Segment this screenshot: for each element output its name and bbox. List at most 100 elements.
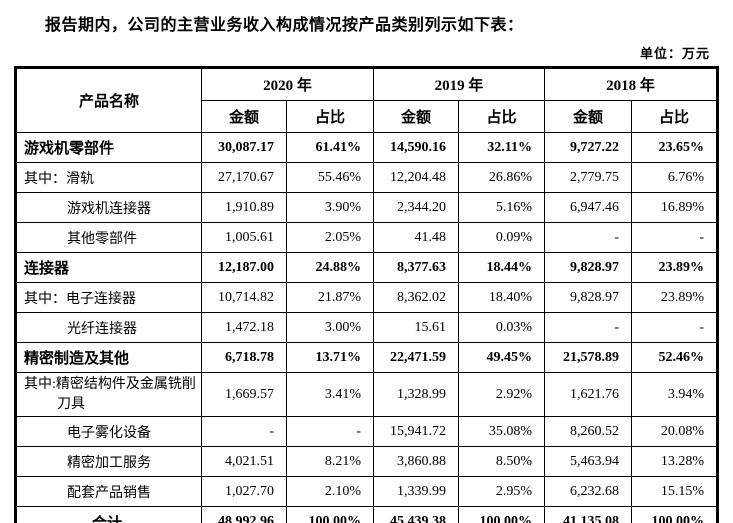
table-row-electronic-connectors: 其中：电子连接器 10,714.82 21.87% 8,362.02 18.40…: [15, 282, 719, 313]
col-header-amount-2018: 金额: [544, 100, 633, 133]
col-header-ratio-2020: 占比: [285, 100, 375, 133]
table-cell: 8,260.52: [544, 416, 633, 447]
table-cell: 5,463.94: [544, 446, 633, 477]
table-row-total: 合计 48,992.96 100.00% 45,439.38 100.00% 4…: [15, 506, 719, 523]
col-header-year-2019: 2019 年: [373, 67, 546, 101]
table-cell: 55.46%: [285, 162, 375, 193]
table-row-precision-machining-services: 精密加工服务 4,021.51 8.21% 3,860.88 8.50% 5,4…: [15, 446, 719, 477]
table-cell: 4,021.51: [201, 446, 287, 477]
row-label: 光纤连接器: [15, 312, 202, 343]
table-cell: 23.89%: [631, 252, 719, 283]
table-cell: 5.16%: [458, 192, 546, 223]
row-label: 配套产品销售: [15, 476, 202, 507]
table-cell: 41,135.08: [544, 506, 633, 523]
col-header-amount-2020: 金额: [201, 100, 287, 133]
table-row-electronic-atomization-equipment: 电子雾化设备 - - 15,941.72 35.08% 8,260.52 20.…: [15, 416, 719, 447]
table-cell: 1,027.70: [201, 476, 287, 507]
table-header-years-row: 产品名称 2020 年 2019 年 2018 年: [15, 67, 719, 133]
row-label: 电子雾化设备: [15, 416, 202, 447]
table-cell: 49.45%: [458, 342, 546, 373]
table-cell: 1,328.99: [373, 372, 460, 417]
table-cell: 15.15%: [631, 476, 719, 507]
table-cell: 1,472.18: [201, 312, 287, 343]
table-cell: 8,377.63: [373, 252, 460, 283]
table-cell: 16.89%: [631, 192, 719, 223]
table-cell: 1,339.99: [373, 476, 460, 507]
table-cell: 26.86%: [458, 162, 546, 193]
row-label: 合计: [15, 506, 202, 523]
row-label: 其中:精密结构件及金属铣削刀具: [15, 372, 202, 417]
row-label: 其他零部件: [15, 222, 202, 253]
table-row-game-console-parts: 游戏机零部件 30,087.17 61.41% 14,590.16 32.11%…: [15, 132, 719, 163]
table-cell: 15,941.72: [373, 416, 460, 447]
col-header-ratio-2018: 占比: [631, 100, 719, 133]
table-cell: 1,621.76: [544, 372, 633, 417]
table-cell: 2.05%: [285, 222, 375, 253]
table-cell: 41.48: [373, 222, 460, 253]
table-cell: 9,828.97: [544, 282, 633, 313]
table-cell: 18.40%: [458, 282, 546, 313]
table-cell: 23.89%: [631, 282, 719, 313]
table-cell: 21.87%: [285, 282, 375, 313]
table-cell: 100.00%: [285, 506, 375, 523]
table-cell: -: [544, 312, 633, 343]
col-header-amount-2019: 金额: [373, 100, 460, 133]
table-cell: 8.50%: [458, 446, 546, 477]
table-cell: 9,727.22: [544, 132, 633, 163]
table-cell: 12,204.48: [373, 162, 460, 193]
col-header-ratio-2019: 占比: [458, 100, 546, 133]
table-cell: 0.03%: [458, 312, 546, 343]
table-cell: 3.41%: [285, 372, 375, 417]
table-cell: 2.92%: [458, 372, 546, 417]
table-cell: 21,578.89: [544, 342, 633, 373]
table-cell: 3.90%: [285, 192, 375, 223]
col-header-year-2020: 2020 年: [200, 67, 375, 101]
row-label: 游戏机连接器: [15, 192, 202, 223]
table-cell: 12,187.00: [201, 252, 287, 283]
table-row-precision-manufacturing: 精密制造及其他 6,718.78 13.71% 22,471.59 49.45%…: [15, 342, 719, 373]
table-cell: 32.11%: [458, 132, 546, 163]
table-cell: 8.21%: [285, 446, 375, 477]
table-cell: 0.09%: [458, 222, 546, 253]
table-cell: 20.08%: [631, 416, 719, 447]
table-cell: 10,714.82: [201, 282, 287, 313]
table-row-supporting-product-sales: 配套产品销售 1,027.70 2.10% 1,339.99 2.95% 6,2…: [15, 476, 719, 507]
table-cell: 22,471.59: [373, 342, 460, 373]
table-row-slide-rails: 其中：滑轨 27,170.67 55.46% 12,204.48 26.86% …: [15, 162, 719, 193]
row-label: 其中：电子连接器: [15, 282, 202, 313]
table-cell: 6,947.46: [544, 192, 633, 223]
table-cell: 1,005.61: [201, 222, 287, 253]
row-label: 游戏机零部件: [15, 132, 202, 163]
table-cell: -: [631, 312, 719, 343]
table-cell: 24.88%: [285, 252, 375, 283]
table-cell: 2.10%: [285, 476, 375, 507]
table-cell: 27,170.67: [201, 162, 287, 193]
table-cell: 3.00%: [285, 312, 375, 343]
table-cell: 13.71%: [285, 342, 375, 373]
revenue-composition-table: 产品名称 2020 年 2019 年 2018 年 金额 占比 金额 占比 金额…: [14, 66, 720, 523]
table-cell: 2.95%: [458, 476, 546, 507]
table-cell: 13.28%: [631, 446, 719, 477]
table-cell: 9,828.97: [544, 252, 633, 283]
table-cell: 18.44%: [458, 252, 546, 283]
table-cell: 23.65%: [631, 132, 719, 163]
table-row-precision-structural-parts: 其中:精密结构件及金属铣削刀具 1,669.57 3.41% 1,328.99 …: [15, 372, 719, 417]
table-row-connectors: 连接器 12,187.00 24.88% 8,377.63 18.44% 9,8…: [15, 252, 719, 283]
table-cell: 14,590.16: [373, 132, 460, 163]
table-cell: 8,362.02: [373, 282, 460, 313]
table-cell: 6,232.68: [544, 476, 633, 507]
table-cell: 15.61: [373, 312, 460, 343]
table-cell: -: [544, 222, 633, 253]
table-header-metrics-row: 金额 占比 金额 占比 金额 占比: [16, 100, 719, 133]
col-header-year-2018: 2018 年: [544, 67, 719, 101]
table-cell: 3.94%: [631, 372, 719, 417]
document-title: 报告期内，公司的主营业务收入构成情况按产品类别列示如下表：: [45, 17, 524, 34]
table-cell: 100.00%: [458, 506, 546, 523]
table-cell: 2,779.75: [544, 162, 633, 193]
unit-label: 单位：万元: [639, 46, 710, 61]
table-cell: 45,439.38: [373, 506, 460, 523]
table-row-optical-fiber-connectors: 光纤连接器 1,472.18 3.00% 15.61 0.03% - -: [15, 312, 719, 343]
table-cell: 3,860.88: [373, 446, 460, 477]
table-cell: 1,910.89: [201, 192, 287, 223]
